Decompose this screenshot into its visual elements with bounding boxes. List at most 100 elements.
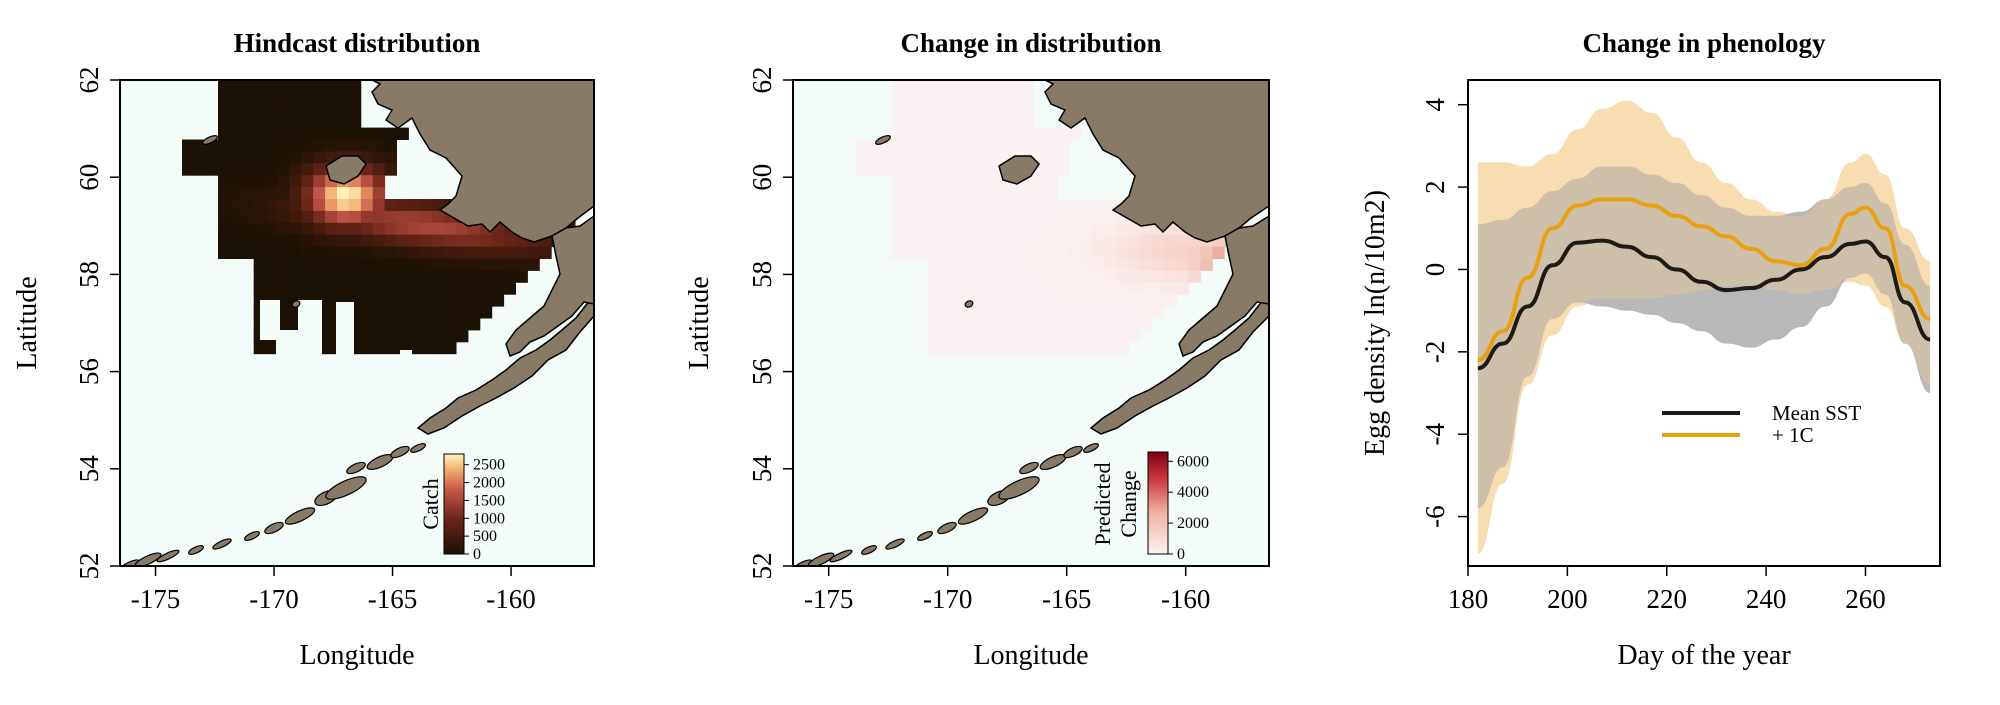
panel1-grid-cell <box>229 246 243 259</box>
panel2-grid-cell <box>1093 306 1106 319</box>
panel2-grid-cell <box>998 80 1011 93</box>
panel1-colorbar-ramp <box>443 453 465 555</box>
panel2-grid-cell <box>998 127 1011 140</box>
panel2-grid-cell <box>950 80 963 93</box>
panel1-grid-cell <box>396 222 409 236</box>
panel2-xtick-label: -160 <box>1161 584 1211 614</box>
panel1-grid-cell <box>384 306 397 319</box>
panel2-grid-cell <box>891 151 904 164</box>
panel2-grid-cell <box>902 222 916 236</box>
panel2-grid-cell <box>1093 318 1106 331</box>
panel1-grid-cell <box>372 329 386 343</box>
panel1-grid-cell <box>289 270 302 283</box>
panel1-grid-cell <box>229 187 243 200</box>
panel1-grid-cell <box>313 103 326 117</box>
panel2-grid-cell <box>1045 341 1059 355</box>
panel1-grid-cell <box>432 258 445 271</box>
panel2-grid-cell <box>1093 258 1106 271</box>
panel2-colorbar-tick-label: 4000 <box>1177 484 1209 501</box>
panel1-grid-cell <box>372 199 386 212</box>
panel1-grid-cell <box>372 282 386 295</box>
panel1-grid-cell <box>456 318 469 331</box>
panel2-grid-cell <box>950 222 963 236</box>
panel1-grid-cell <box>289 199 302 212</box>
panel1-grid-cell <box>205 151 219 164</box>
panel1-grid-cell <box>313 139 326 152</box>
panel1-grid-cell <box>396 210 409 224</box>
panel2-grid-cell <box>1081 222 1094 236</box>
panel2-grid-cell <box>1152 246 1166 259</box>
panel2-grid-cell <box>974 306 987 319</box>
panel1-grid-cell <box>253 341 267 355</box>
panel2-grid-cell <box>902 91 916 105</box>
panel1-grid-cell <box>289 187 302 200</box>
panel1-grid-cell <box>360 318 374 331</box>
panel2-grid-cell <box>1033 270 1047 283</box>
panel2-grid-cell <box>938 246 951 259</box>
panel1-grid-cell <box>360 258 374 271</box>
panel2-island <box>937 521 957 535</box>
panel2-grid-cell <box>1021 91 1035 105</box>
panel1-colorbar-tick-label: 2000 <box>473 475 505 492</box>
panel2-grid-cell <box>938 222 951 236</box>
panel2-grid-cell <box>1010 306 1023 319</box>
panel2-grid-cell <box>974 246 987 259</box>
panel2-grid-cell <box>1010 294 1023 307</box>
panel2-frame <box>792 79 1270 567</box>
panel1-grid-cell <box>420 234 433 248</box>
panel2-grid-cell <box>974 103 987 117</box>
panel2-grid-cell <box>962 199 975 212</box>
panel2-alaska-mainland-south <box>1178 215 1269 357</box>
panel2-grid-cell <box>974 187 987 200</box>
panel2-grid-cell <box>866 163 880 176</box>
panel1-grid-cell <box>396 199 409 212</box>
panel2-grid-cell <box>1057 329 1070 343</box>
panel2-grid-cell <box>1010 103 1023 117</box>
panel1-grid-cell <box>218 175 231 188</box>
panel1-frame <box>119 79 595 567</box>
panel2-grid-cell <box>986 80 999 93</box>
panel2-grid-cell <box>1045 163 1059 176</box>
panel1-grid-cell <box>277 222 290 236</box>
panel1-grid-cell <box>253 103 267 117</box>
panel2-grid-cell <box>1152 282 1166 295</box>
panel2-grid-cell <box>1021 187 1035 200</box>
panel1-grid-cell <box>265 258 278 271</box>
panel1-grid-cell <box>444 282 457 295</box>
panel1-grid-cell <box>265 222 278 236</box>
panel2-grid-cell <box>962 127 975 140</box>
panel1-grid-cell <box>456 222 469 236</box>
panel1-grid-cell <box>277 282 290 295</box>
panel2-grid-cell <box>1033 246 1047 259</box>
panel1-grid-cell <box>301 222 314 236</box>
panel2-grid-cell <box>998 210 1011 224</box>
panel2-grid-cell <box>926 294 940 307</box>
panel2-grid-cell <box>1045 258 1059 271</box>
panel1-grid-cell <box>337 127 350 140</box>
panel1-grid-cell <box>491 246 505 259</box>
panel1-grid-cell <box>218 115 231 129</box>
panel2-grid-cell <box>914 127 928 140</box>
panel1-grid-cell <box>301 270 314 283</box>
panel2-grid-cell <box>1093 329 1106 343</box>
panel2-grid-cell <box>1129 282 1142 295</box>
panel1-grid-cell <box>277 210 290 224</box>
panel2-grid-cell <box>1140 234 1154 248</box>
panel1-grid-cell <box>432 210 445 224</box>
panel2-grid-cell <box>962 270 975 283</box>
panel1-grid-cell <box>456 258 469 271</box>
panel2-grid-cell <box>902 151 916 164</box>
panel1-land <box>325 80 594 435</box>
panel1-grid-cell <box>229 139 243 152</box>
panel2-grid-cell <box>1010 329 1023 343</box>
panel2-grid-cell <box>1069 199 1082 212</box>
panel1-grid-cell <box>503 282 516 295</box>
panel2-grid-cell <box>962 151 975 164</box>
panel2-grid-cell <box>914 80 928 93</box>
panel2-grid-cell <box>1176 258 1189 271</box>
panel-phenology: Change in phenology 180 200 220 240 260-6-4-… <box>1360 28 1941 671</box>
panel2-grid-cell <box>974 80 987 93</box>
panel1-grid-cell <box>467 234 481 248</box>
panel2-grid-cell <box>962 258 975 271</box>
panel2-grid-cell <box>926 103 940 117</box>
